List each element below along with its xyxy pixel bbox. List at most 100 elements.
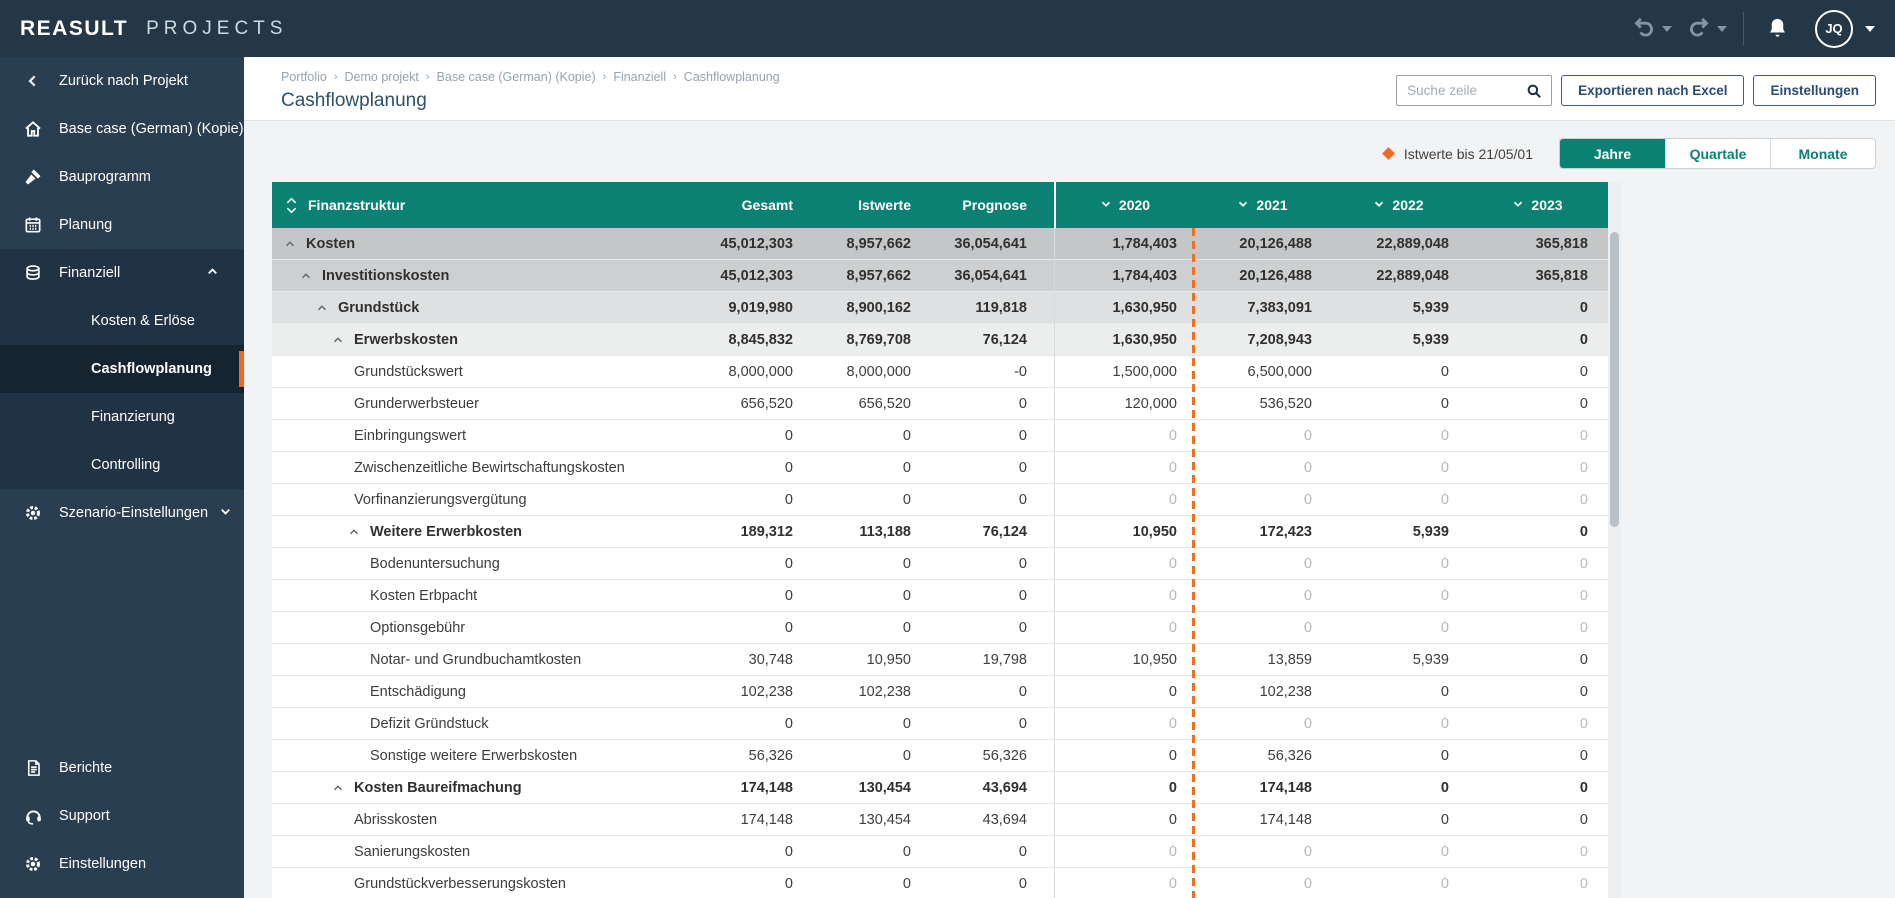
table-row[interactable]: Weitere Erwerbkosten 189,312 113,188 76,124…: [272, 516, 1608, 548]
sidebar-item-controlling[interactable]: Controlling: [0, 441, 244, 489]
table-row[interactable]: Vorfinanzierungsvergütung 0 0 0 0 0 0 0: [272, 484, 1608, 516]
sidebar-item-finanzierung[interactable]: Finanzierung: [0, 393, 244, 441]
vertical-scrollbar[interactable]: [1608, 182, 1621, 898]
value-cell: 0: [1579, 651, 1588, 668]
collapse-row-icon[interactable]: [284, 238, 296, 250]
table-row[interactable]: Investitionskosten 45,012,303 8,957,662 36,…: [272, 260, 1608, 292]
sidebar-item-cashflowplanung[interactable]: Cashflowplanung: [0, 345, 244, 393]
undo-icon: [1631, 14, 1657, 43]
page-header-actions: Exportieren nach Excel Einstellungen: [1396, 75, 1876, 106]
sidebar-item-szenario-einstellungen[interactable]: Szenario-Einstellungen: [0, 489, 244, 537]
chevron-down-icon: [1100, 197, 1112, 213]
actuals-diamond-icon: [1381, 147, 1395, 160]
breadcrumb-item[interactable]: Finanziell: [613, 70, 667, 84]
breadcrumb-item[interactable]: Portfolio: [281, 70, 327, 84]
column-header-2022[interactable]: 2022: [1330, 197, 1467, 213]
table-row[interactable]: Notar- und Grundbuchamtkosten 30,748 10,95…: [272, 644, 1608, 676]
export-excel-button[interactable]: Exportieren nach Excel: [1561, 75, 1745, 106]
collapse-row-icon[interactable]: [300, 270, 312, 282]
sidebar-item-kosten-erl-se[interactable]: Kosten & Erlöse: [0, 297, 244, 345]
notifications-button[interactable]: [1766, 16, 1789, 42]
row-label-cell: Defizit Gründstuck: [272, 716, 675, 732]
table-row[interactable]: Zwischenzeitliche Bewirtschaftungskosten…: [272, 452, 1608, 484]
collapse-row-icon[interactable]: [316, 302, 328, 314]
value-cell: 172,423: [1259, 523, 1312, 540]
row-label-cell: Vorfinanzierungsvergütung: [272, 492, 675, 508]
row-label: Sanierungskosten: [354, 843, 471, 860]
sidebar-item-planung[interactable]: Planung: [0, 201, 244, 249]
sidebar-item-einstellungen[interactable]: Einstellungen: [0, 840, 244, 888]
collapse-row-icon[interactable]: [332, 782, 344, 794]
actuals-legend-label: Istwerte bis 21/05/01: [1403, 145, 1533, 162]
sidebar-item-support[interactable]: Support: [0, 792, 244, 840]
period-tabs: Jahre Quartale Monate: [1559, 138, 1876, 169]
undo-button[interactable]: [1631, 14, 1672, 43]
collapse-row-icon[interactable]: [348, 526, 360, 538]
collapse-row-icon[interactable]: [332, 334, 344, 346]
search-input[interactable]: [1407, 83, 1526, 98]
table-row[interactable]: Kosten Baureifmachung 174,148 130,454 43,69…: [272, 772, 1608, 804]
value-cell: 22,889,048: [1376, 267, 1449, 284]
scrollbar-thumb[interactable]: [1610, 232, 1619, 527]
value-cell: 130,454: [858, 811, 911, 828]
value-cell: 10,950: [866, 651, 911, 668]
sidebar-item-base-case-german-kopie[interactable]: Base case (German) (Kopie): [0, 105, 244, 153]
table-row[interactable]: Grundstückverbesserungskosten 0 0 0 0 0 0 0: [272, 868, 1608, 898]
table-row[interactable]: Grunderwerbsteuer 656,520 656,520 0 120,000 5…: [272, 388, 1608, 420]
expand-collapse-all-icon[interactable]: [286, 197, 297, 214]
sidebar-item-finanziell[interactable]: Finanziell: [0, 249, 244, 297]
value-cell: 0: [1440, 555, 1449, 572]
value-cell: 0: [902, 843, 911, 860]
table-row[interactable]: Grundstück 9,019,980 8,900,162 119,818 1,630…: [272, 292, 1608, 324]
value-cell: 0: [1303, 459, 1312, 476]
value-cell: 0: [1579, 395, 1588, 412]
tab-quartale[interactable]: Quartale: [1665, 139, 1770, 168]
table-row[interactable]: Kosten 45,012,303 8,957,662 36,054,641 1,784…: [272, 228, 1608, 260]
table-row[interactable]: Sonstige weitere Erwerbskosten 56,326 0 56,…: [272, 740, 1608, 772]
table-settings-button[interactable]: Einstellungen: [1753, 75, 1876, 106]
value-cell: 45,012,303: [720, 235, 793, 252]
tab-monate[interactable]: Monate: [1770, 139, 1875, 168]
column-header-2020[interactable]: 2020: [1055, 197, 1195, 213]
sidebar-back-label: Zurück nach Projekt: [59, 73, 188, 89]
table-row[interactable]: Einbringungswert 0 0 0 0 0 0 0: [272, 420, 1608, 452]
sidebar-item-bauprogramm[interactable]: Bauprogramm: [0, 153, 244, 201]
column-header-2023[interactable]: 2023: [1467, 197, 1608, 213]
year-header-label: 2023: [1531, 197, 1563, 213]
user-menu-button[interactable]: JQ: [1815, 9, 1875, 48]
redo-button[interactable]: [1686, 14, 1727, 43]
table-row[interactable]: Bodenuntersuchung 0 0 0 0 0 0 0: [272, 548, 1608, 580]
column-header-2021[interactable]: 2021: [1195, 197, 1330, 213]
search-icon[interactable]: [1525, 82, 1543, 100]
table-row[interactable]: Entschädigung 102,238 102,238 0 0 102,238 0 0: [272, 676, 1608, 708]
table-row[interactable]: Erwerbskosten 8,845,832 8,769,708 76,124 1,6…: [272, 324, 1608, 356]
value-cell: 0: [1018, 427, 1027, 444]
value-cell: 0: [1440, 747, 1449, 764]
value-cell: 0: [1018, 619, 1027, 636]
table-row[interactable]: Defizit Gründstuck 0 0 0 0 0 0 0: [272, 708, 1608, 740]
value-cell: 0: [1303, 875, 1312, 892]
sidebar-back-to-project[interactable]: Zurück nach Projekt: [0, 57, 244, 105]
row-label: Vorfinanzierungsvergütung: [354, 491, 527, 508]
breadcrumb-item[interactable]: Base case (German) (Kopie): [436, 70, 596, 84]
table-row[interactable]: Sanierungskosten 0 0 0 0 0 0 0: [272, 836, 1608, 868]
value-cell: 20,126,488: [1239, 235, 1312, 252]
value-cell: 9,019,980: [728, 299, 793, 316]
chevron-down-icon: [218, 504, 233, 523]
value-cell: 0: [1579, 875, 1588, 892]
breadcrumb-item[interactable]: Demo projekt: [344, 70, 419, 84]
year-header-label: 2022: [1392, 197, 1424, 213]
value-cell: 8,900,162: [846, 299, 911, 316]
value-cell: 0: [784, 587, 793, 604]
table-row[interactable]: Abrisskosten 174,148 130,454 43,694 0 174,148…: [272, 804, 1608, 836]
table-row[interactable]: Kosten Erbpacht 0 0 0 0 0 0 0: [272, 580, 1608, 612]
sidebar-item-berichte[interactable]: Berichte: [0, 744, 244, 792]
row-label: Abrisskosten: [354, 811, 438, 828]
value-cell: 0: [1168, 811, 1177, 828]
table-row[interactable]: Optionsgebühr 0 0 0 0 0 0 0: [272, 612, 1608, 644]
tab-jahre[interactable]: Jahre: [1560, 139, 1665, 168]
avatar: JQ: [1815, 9, 1853, 48]
sidebar-subitem-label: Kosten & Erlöse: [91, 313, 195, 329]
value-cell: 0: [1440, 683, 1449, 700]
table-row[interactable]: Grundstückswert 8,000,000 8,000,000 -0 1,500…: [272, 356, 1608, 388]
